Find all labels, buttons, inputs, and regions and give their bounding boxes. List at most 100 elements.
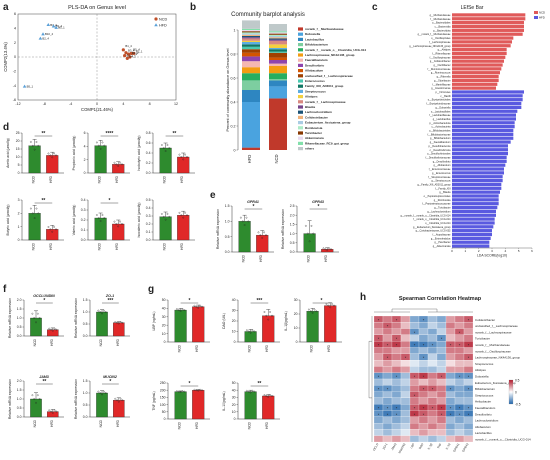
lefse-bar	[452, 213, 496, 217]
y-tick-label: 1.5	[17, 307, 22, 311]
lefse-bar	[452, 44, 511, 48]
cell-significance: *	[450, 412, 452, 417]
lefse-bar	[452, 163, 506, 167]
significance-stars: *	[109, 379, 111, 385]
group-label: HFD	[116, 338, 120, 346]
lefse-bar	[452, 117, 516, 121]
stack-segment	[269, 51, 287, 53]
data-dot	[193, 304, 196, 307]
heatmap-cell	[454, 391, 465, 399]
heatmap-cell	[400, 360, 411, 367]
stack-segment	[269, 40, 287, 45]
legend-swatch	[298, 32, 303, 36]
y-tick-label: 250	[160, 381, 166, 385]
data-dot	[33, 317, 36, 319]
lefse-bar	[452, 55, 506, 59]
legend-swatch	[298, 37, 303, 41]
y-axis-label: Relative mRNA expression	[216, 209, 220, 249]
heatmap-cell	[400, 410, 411, 417]
x-tick-label: 5	[518, 249, 520, 253]
lefse-bar	[452, 121, 515, 125]
x-axis-label: LDA SCORE(log10)	[477, 254, 507, 258]
column-label: JAM3	[390, 442, 397, 451]
point-label: B5_1	[27, 84, 34, 88]
data-dot	[103, 217, 106, 219]
heatmap-cell	[418, 429, 429, 436]
heatmap-cell	[382, 328, 393, 336]
taxon-label: f__Marinifilaceae	[432, 83, 451, 86]
data-dot	[55, 328, 58, 331]
heatmap-cell	[463, 322, 474, 329]
lefse-bar	[452, 175, 503, 179]
cell-significance: *	[423, 355, 425, 360]
cell-significance: *	[441, 406, 443, 411]
data-dot	[102, 390, 105, 393]
stack-segment	[269, 86, 287, 99]
y-tick-label: 2.0	[17, 379, 22, 383]
legend-label: Allobaculum	[305, 69, 323, 73]
heatmap-cell	[427, 372, 438, 380]
taxon-label: f__Atopobiaceae	[432, 234, 451, 237]
y-tick-label: 30	[232, 309, 236, 313]
heatmap-cell	[445, 397, 456, 405]
heatmap-cell	[382, 397, 393, 405]
lefse-bar	[452, 132, 514, 136]
column-label: GPR41	[452, 442, 460, 453]
heatmap-cell	[418, 397, 429, 405]
data-dot	[263, 231, 265, 234]
heatmap-cell	[454, 353, 465, 361]
stack-segment	[269, 33, 287, 35]
legend-label: Streptococcus	[305, 89, 326, 93]
cell-significance: *	[387, 355, 389, 360]
group-label: NCD	[178, 421, 182, 429]
heatmap-cell	[454, 378, 465, 386]
lefse-bar	[452, 167, 504, 171]
taxon-label: g__Lachnospiraceae_NK4A136_group	[409, 45, 451, 48]
heatmap-cell	[391, 391, 402, 399]
heatmap-cell	[418, 366, 429, 373]
y-axis-label: TNF (pg/mL)	[152, 391, 156, 410]
stack-segment	[269, 63, 287, 66]
heatmap-cell	[373, 378, 384, 386]
y-tick-label: 15	[16, 147, 20, 151]
taxon-label: g__Parvibacter	[434, 241, 450, 244]
y-tick-label: 10	[162, 332, 166, 336]
data-dot	[261, 237, 264, 239]
significance-stars: *	[188, 298, 190, 304]
heatmap-cell	[454, 347, 465, 354]
y-axis-label: Butyric acid (μmol/g)	[6, 205, 10, 236]
taxon-label: g__Turicibacter	[434, 207, 451, 210]
lefse-bar	[452, 24, 524, 29]
stack-segment	[242, 52, 260, 57]
taxon-label: o__Bacteroidales	[432, 22, 451, 25]
legend-ncd-label: NCD	[539, 11, 545, 15]
panel-letter-d: d	[3, 122, 9, 133]
y-tick-label: 5	[18, 163, 20, 167]
data-dot	[51, 230, 54, 233]
data-dot	[309, 310, 312, 313]
data-dot	[37, 212, 40, 215]
color-scale-label: 0.5	[515, 379, 520, 383]
taxon-label: g__Family_XIII_AD3011_group	[417, 183, 451, 186]
lefse-bar	[452, 240, 490, 244]
hfd-bar	[192, 306, 205, 343]
legend-swatch	[298, 95, 303, 99]
heatmap-cell	[382, 416, 393, 424]
data-dot	[50, 410, 52, 413]
cell-significance: *	[396, 374, 398, 379]
heatmap-cell	[445, 423, 456, 430]
y-axis-label: IL-1β(pg/mL)	[284, 311, 288, 330]
taxon-label: g__Ruminococcus	[431, 72, 451, 75]
stack-segment	[269, 49, 287, 52]
hfd-point	[22, 84, 27, 88]
data-dot	[310, 225, 313, 227]
heatmap-cell	[400, 435, 411, 443]
heatmap-cell	[400, 328, 411, 336]
ncd-point	[123, 53, 127, 58]
y-tick-label: 0	[18, 171, 20, 175]
lefse-bar	[452, 105, 522, 110]
significance-stars: ***	[107, 298, 113, 304]
group-label: HFD	[180, 175, 184, 183]
legend-label: Enterococcus	[305, 79, 325, 83]
